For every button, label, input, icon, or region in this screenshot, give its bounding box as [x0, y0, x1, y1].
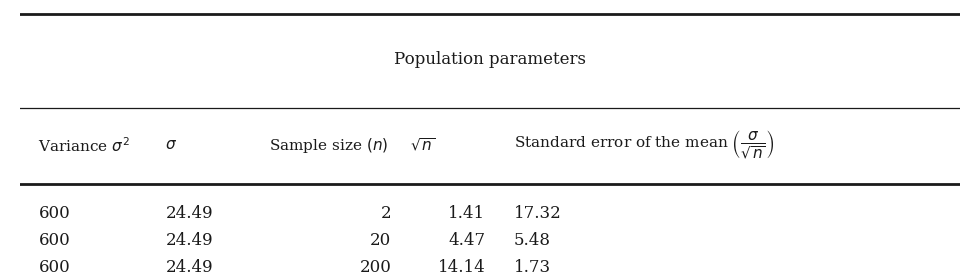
Text: 2: 2 [380, 206, 391, 222]
Text: 1.41: 1.41 [448, 206, 485, 222]
Text: 14.14: 14.14 [437, 259, 485, 276]
Text: $\sqrt{n}$: $\sqrt{n}$ [410, 137, 435, 154]
Text: 17.32: 17.32 [514, 206, 562, 222]
Text: 5.48: 5.48 [514, 232, 551, 249]
Text: 200: 200 [360, 259, 391, 276]
Text: 1.73: 1.73 [514, 259, 551, 276]
Text: $\sigma$: $\sigma$ [166, 138, 177, 152]
Text: 24.49: 24.49 [166, 259, 213, 276]
Text: Standard error of the mean $\left(\dfrac{\sigma}{\sqrt{n}}\right)$: Standard error of the mean $\left(\dfrac… [514, 129, 774, 161]
Text: 600: 600 [38, 206, 71, 222]
Text: 24.49: 24.49 [166, 232, 213, 249]
Text: 24.49: 24.49 [166, 206, 213, 222]
Text: Population parameters: Population parameters [394, 51, 586, 68]
Text: 600: 600 [38, 232, 71, 249]
Text: Sample size $(n)$: Sample size $(n)$ [269, 136, 388, 155]
Text: 4.47: 4.47 [448, 232, 485, 249]
Text: Variance $\sigma^2$: Variance $\sigma^2$ [38, 136, 130, 155]
Text: 600: 600 [38, 259, 71, 276]
Text: 20: 20 [370, 232, 391, 249]
